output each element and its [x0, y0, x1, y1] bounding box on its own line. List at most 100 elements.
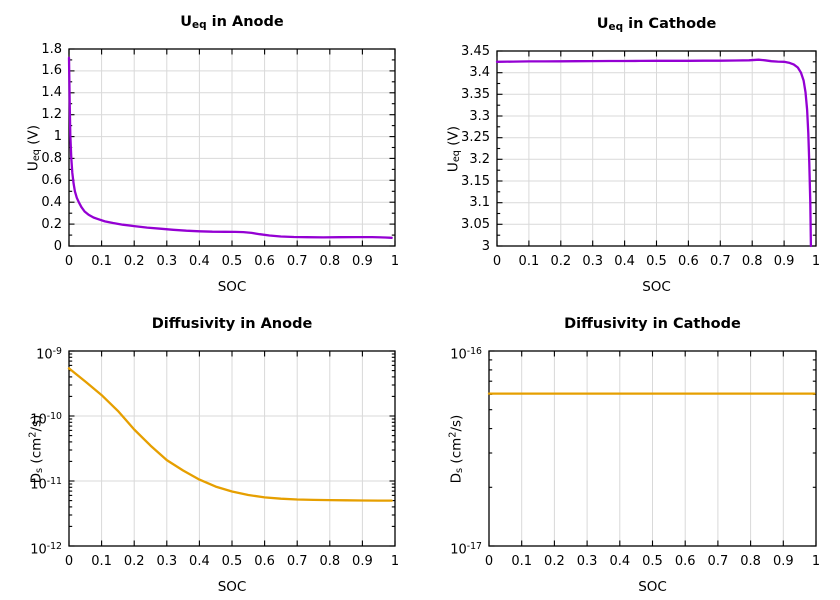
- x-tick-label: 1: [390, 254, 400, 269]
- x-tick-label: 0.5: [646, 254, 667, 269]
- chart-panel-ueq-anode: Ueq in Anode Ueq (V) SOC 0 0.2 0.4 0.6 0.8 1 1.2 1…: [0, 0, 420, 300]
- x-axis-label: SOC: [217, 579, 247, 595]
- chart-title: Diffusivity in Cathode: [564, 316, 741, 332]
- superscript: -9: [52, 345, 62, 357]
- chart-title: Ueq in Cathode: [596, 16, 717, 33]
- x-tick-label: 0.3: [582, 254, 604, 269]
- chart-panel-ueq-cathode: Ueq in Cathode Ueq (V) SOC 3 3.05 3.1 3.15 3.2 3…: [420, 0, 840, 300]
- x-tick-label: 0.3: [156, 554, 178, 569]
- y-tick-label: 1.2: [41, 107, 62, 123]
- data-curve-ds_anode: [67, 367, 393, 502]
- x-axis-label: SOC: [638, 579, 667, 595]
- y-tick-label: 1: [53, 129, 62, 145]
- data-curve-ueq_cathode: [495, 58, 813, 248]
- x-tick-label: 0.5: [221, 554, 243, 569]
- x-tick-label: 0.6: [678, 254, 699, 269]
- y-tick-label: 3.15: [461, 173, 490, 189]
- x-tick-label: 0.8: [319, 554, 341, 569]
- x-tick-label: 0: [492, 254, 502, 269]
- y-tick-label: 10-11: [30, 475, 62, 493]
- chart-title: Ueq in Anode: [180, 14, 284, 31]
- plot-area: [67, 48, 396, 247]
- superscript: -16: [466, 345, 482, 357]
- x-tick-label: 1: [390, 554, 400, 569]
- x-tick-label: 0.7: [286, 554, 308, 569]
- y-tick-label: 1.8: [41, 41, 62, 57]
- y-tick-label: 3.1: [469, 195, 490, 211]
- y-tick-label: 10-17: [450, 540, 482, 558]
- chart-panel-ds-anode: Diffusivity in Anode Ds (cm2/s) SOC 10-12 10…: [0, 300, 420, 600]
- x-axis-label: SOC: [217, 279, 247, 295]
- x-tick-label: 0.1: [511, 554, 533, 569]
- x-tick-label: 0.9: [772, 554, 794, 569]
- y-tick-label: 1.6: [41, 63, 62, 79]
- x-tick-label: 0: [484, 554, 494, 569]
- x-tick-label: 0.3: [156, 254, 178, 269]
- x-tick-label: 0.9: [352, 554, 373, 569]
- gridlines: [497, 51, 816, 246]
- y-tick-label: 3.45: [461, 43, 490, 59]
- x-tick-label: 0.7: [709, 254, 731, 269]
- plot-border: [68, 48, 396, 247]
- x-tick-label: 0.5: [642, 554, 663, 569]
- plot-border: [496, 50, 817, 247]
- y-tick-label: 10-12: [30, 540, 62, 558]
- superscript: -11: [46, 475, 62, 487]
- gridlines: [69, 49, 395, 246]
- y-tick-label: 10-9: [36, 345, 62, 363]
- x-tick-label: 0.2: [550, 254, 572, 269]
- y-tick-label: 3.05: [461, 216, 490, 232]
- plot-border: [68, 350, 396, 547]
- plot-area: [495, 50, 817, 248]
- superscript: -10: [46, 410, 62, 422]
- plot-area: [67, 350, 396, 547]
- y-tick-label: 10-16: [450, 345, 482, 363]
- x-tick-label: 0.3: [576, 554, 598, 569]
- y-tick-label: 10-10: [30, 410, 62, 428]
- x-tick-label: 0.7: [707, 554, 729, 569]
- gridlines: [521, 351, 784, 546]
- y-tick-label: 0.8: [41, 150, 62, 166]
- chart-title: Diffusivity in Anode: [151, 316, 313, 332]
- x-tick-label: 0.9: [773, 254, 795, 269]
- chart-panel-ds-cathode: Diffusivity in Cathode Ds (cm2/s) SOC 10-17…: [420, 300, 840, 600]
- x-tick-label: 0.2: [123, 554, 145, 569]
- x-tick-label: 0: [64, 554, 74, 569]
- x-tick-label: 0.1: [518, 254, 540, 269]
- x-tick-label: 0.6: [254, 254, 275, 269]
- plot-border: [488, 350, 817, 547]
- y-tick-label: 0: [53, 238, 62, 254]
- x-tick-label: 0.5: [221, 254, 243, 269]
- data-curve-ueq_anode: [67, 56, 393, 239]
- x-tick-label: 1: [811, 554, 821, 569]
- y-tick-label: 1.4: [41, 85, 62, 101]
- y-tick-label: 3.35: [461, 86, 490, 102]
- x-tick-label: 0.2: [544, 554, 565, 569]
- x-tick-label: 0.8: [319, 254, 341, 269]
- x-tick-label: 0.8: [741, 254, 763, 269]
- y-tick-label: 3.3: [469, 108, 490, 124]
- x-tick-label: 0.4: [189, 254, 210, 269]
- x-axis-label: SOC: [642, 279, 671, 295]
- plot-area: [487, 350, 817, 547]
- y-tick-label: 0.6: [41, 172, 62, 188]
- x-tick-label: 0: [64, 254, 74, 269]
- x-tick-label: 0.2: [123, 254, 145, 269]
- x-tick-label: 0.4: [614, 254, 635, 269]
- y-tick-label: 3: [481, 238, 490, 254]
- x-tick-label: 0.6: [674, 554, 696, 569]
- x-tick-label: 0.4: [189, 554, 210, 569]
- x-tick-label: 0.6: [254, 554, 275, 569]
- subscript: eq: [608, 20, 624, 33]
- x-tick-label: 0.7: [286, 254, 308, 269]
- y-tick-label: 0.2: [41, 216, 62, 232]
- x-tick-label: 1: [811, 254, 821, 269]
- superscript: -12: [46, 540, 62, 552]
- x-tick-label: 0.1: [91, 254, 112, 269]
- x-tick-label: 0.1: [91, 554, 112, 569]
- y-tick-label: 3.2: [469, 151, 490, 167]
- y-tick-label: 0.4: [41, 194, 62, 210]
- x-tick-label: 0.4: [609, 554, 631, 569]
- y-tick-label: 3.4: [469, 65, 490, 81]
